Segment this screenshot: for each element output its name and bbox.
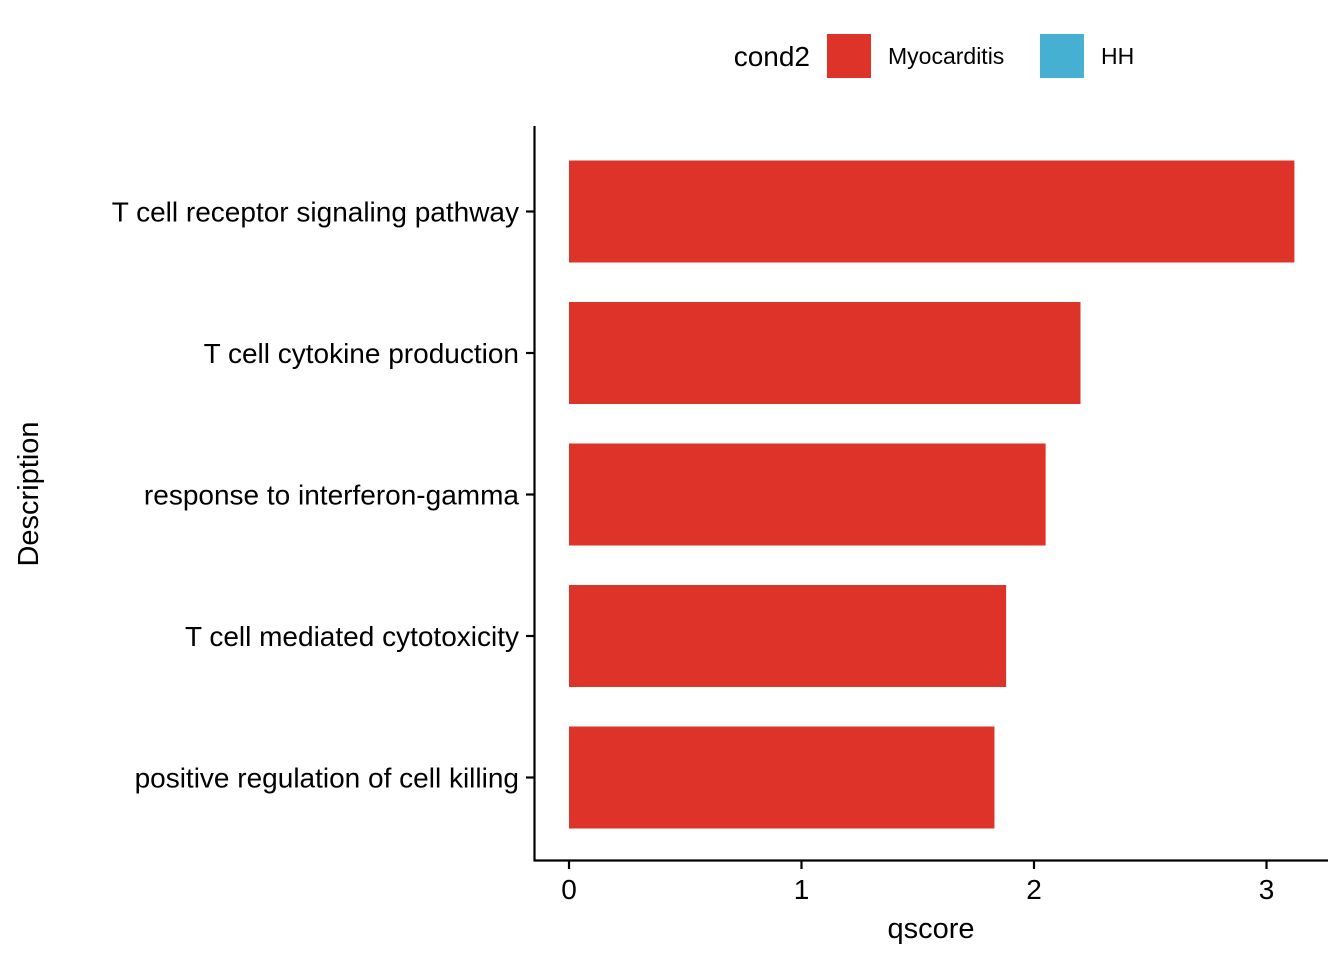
y-tick-label-positive-regulation-of-cell-killing: positive regulation of cell killing xyxy=(135,763,519,794)
x-tick-label-3: 3 xyxy=(1259,874,1275,905)
legend: cond2 Myocarditis HH xyxy=(734,34,1134,78)
bar-t-cell-cytokine-production xyxy=(569,302,1081,404)
y-axis-title: Description xyxy=(13,421,45,566)
x-tick-label-1: 1 xyxy=(794,874,810,905)
legend-label-hh: HH xyxy=(1101,43,1134,69)
bar-t-cell-receptor-signaling-pathway xyxy=(569,160,1295,263)
legend-swatch-myocarditis xyxy=(827,34,871,78)
x-axis-ticks: 0 1 2 3 xyxy=(561,861,1274,905)
legend-label-myocarditis: Myocarditis xyxy=(888,43,1004,69)
y-tick-label-t-cell-mediated-cytotoxicity: T cell mediated cytotoxicity xyxy=(185,621,519,652)
y-axis-ticks: T cell receptor signaling pathway T cell … xyxy=(112,197,534,794)
bars xyxy=(569,160,1295,829)
legend-title: cond2 xyxy=(734,41,810,72)
x-tick-label-0: 0 xyxy=(561,874,577,905)
bar-positive-regulation-of-cell-killing xyxy=(569,726,995,829)
y-tick-label-t-cell-receptor-signaling-pathway: T cell receptor signaling pathway xyxy=(112,197,519,228)
bar-response-to-interferon-gamma xyxy=(569,443,1046,546)
x-axis-title: qscore xyxy=(887,913,974,945)
x-tick-label-2: 2 xyxy=(1026,874,1042,905)
y-tick-label-response-to-interferon-gamma: response to interferon-gamma xyxy=(144,480,520,511)
bar-t-cell-mediated-cytotoxicity xyxy=(569,585,1007,687)
y-tick-label-t-cell-cytokine-production: T cell cytokine production xyxy=(204,338,519,369)
legend-swatch-hh xyxy=(1040,34,1084,78)
